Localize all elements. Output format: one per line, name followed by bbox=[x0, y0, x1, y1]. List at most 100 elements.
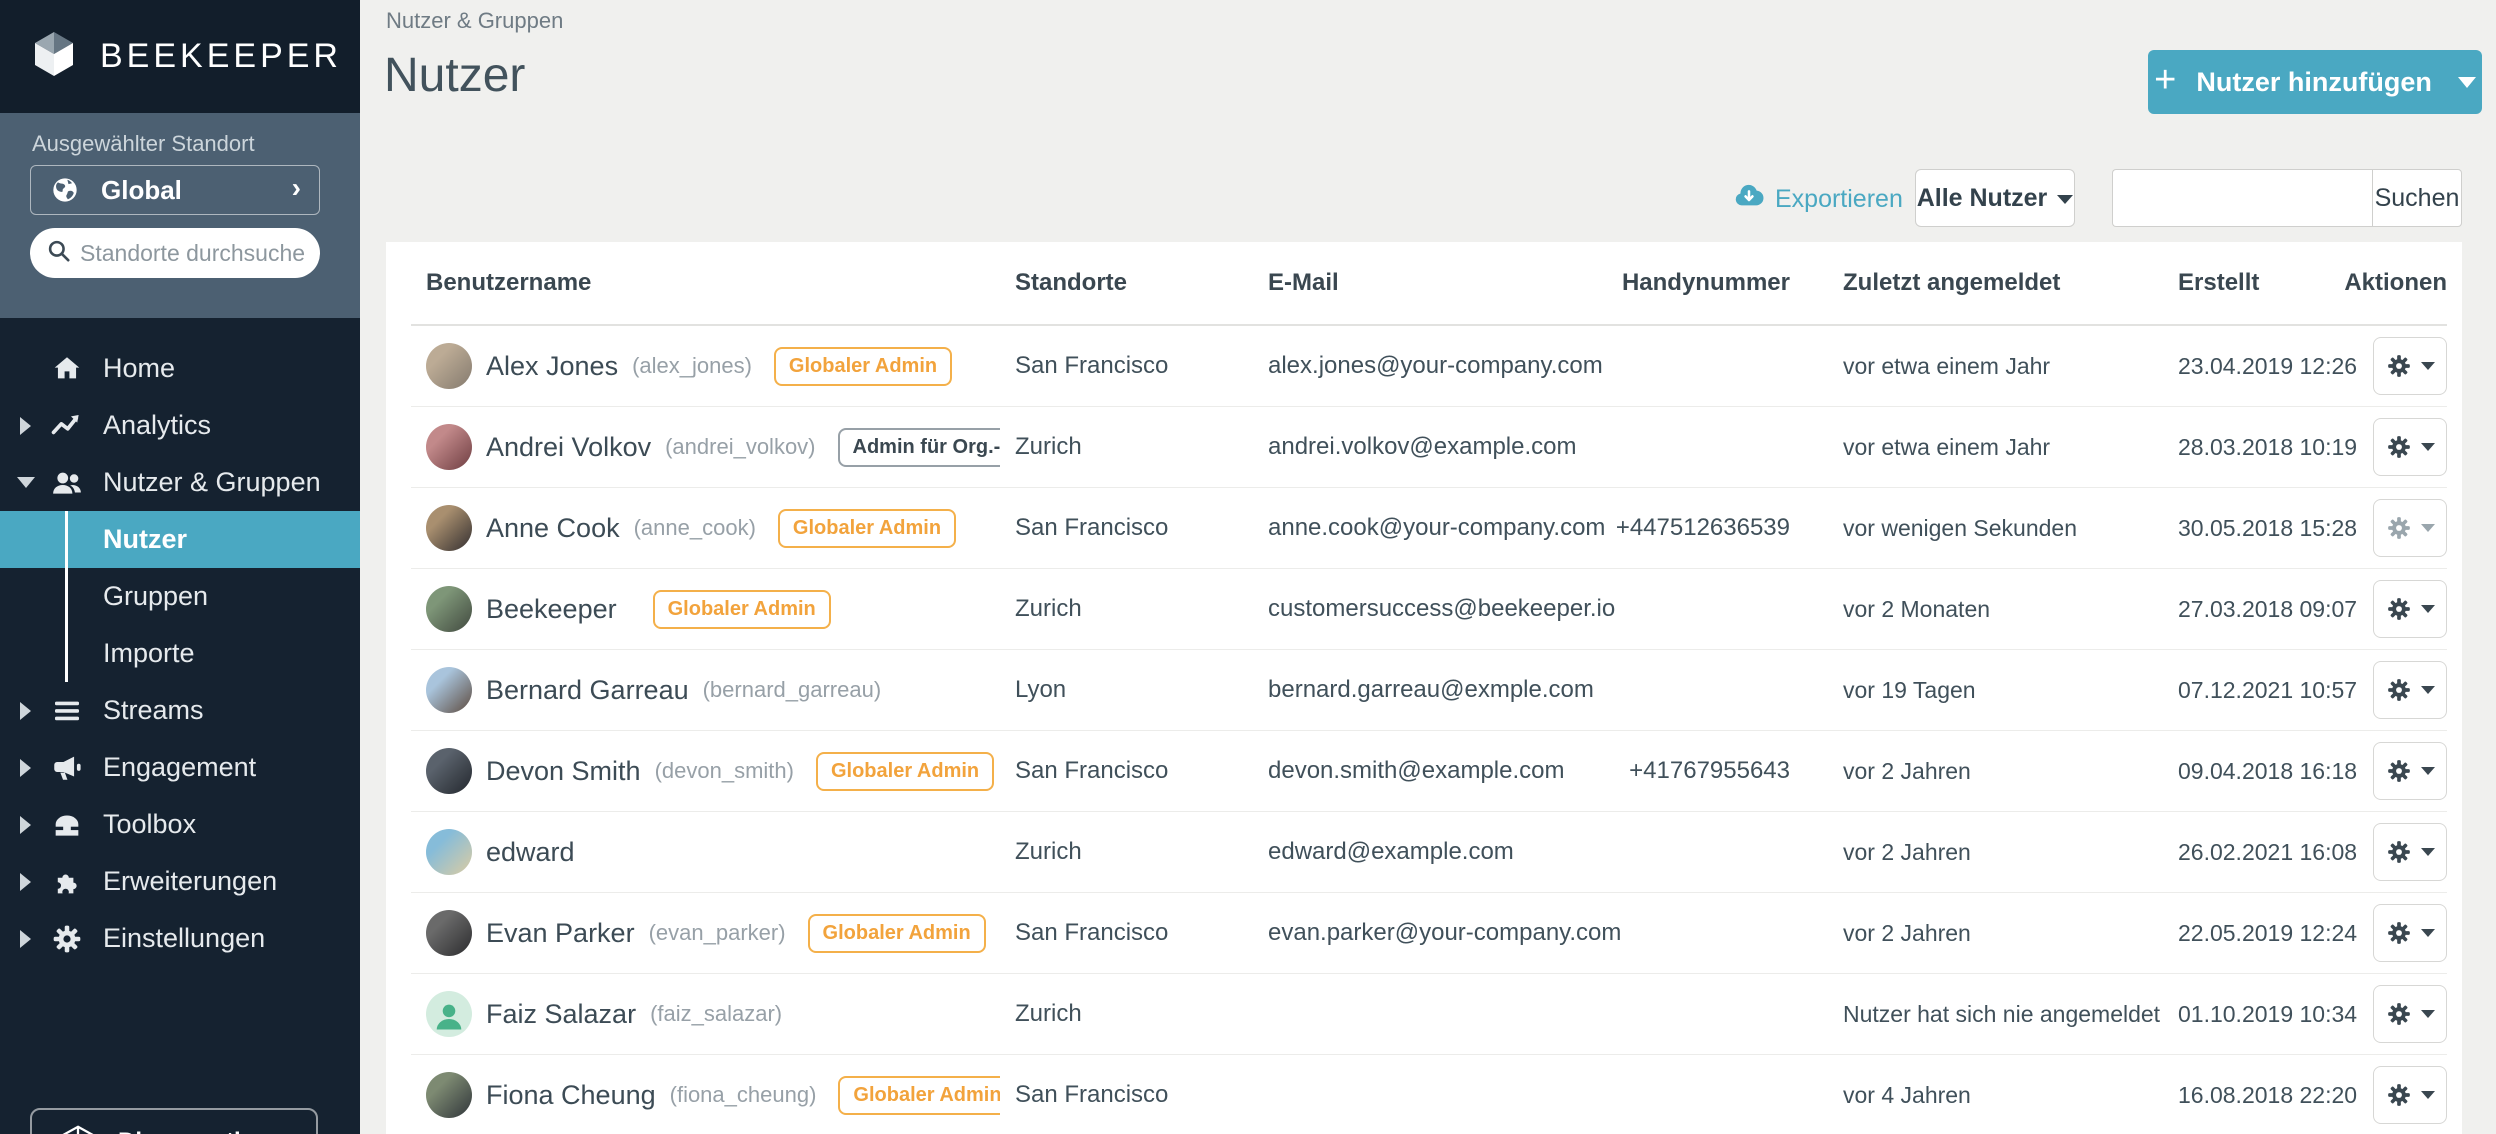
gear-icon bbox=[2387, 598, 2410, 620]
user-handle: (alex_jones) bbox=[632, 353, 752, 378]
table-row[interactable]: Bernard Garreau (bernard_garreau) Lyon b… bbox=[411, 650, 2447, 731]
admin-badge: Globaler Admin bbox=[652, 589, 831, 629]
export-label: Exportieren bbox=[1775, 185, 1903, 213]
user-name: Andrei Volkov bbox=[486, 431, 652, 462]
user-name: Alex Jones bbox=[486, 350, 619, 381]
user-name: Beekeeper bbox=[486, 593, 617, 624]
table-row[interactable]: Fiona Cheung (fiona_cheung) Globaler Adm… bbox=[411, 1055, 2447, 1134]
user-email: customersuccess@beekeeper.io bbox=[1268, 595, 1616, 622]
avatar bbox=[426, 424, 472, 470]
user-standorte: Zurich bbox=[1015, 1000, 1082, 1027]
row-actions-button[interactable] bbox=[2373, 823, 2447, 881]
table-row[interactable]: Evan Parker (evan_parker) Globaler Admin… bbox=[411, 893, 2447, 974]
user-standorte: Lyon bbox=[1015, 676, 1067, 703]
row-actions-button[interactable] bbox=[2373, 1066, 2447, 1124]
row-actions-button[interactable] bbox=[2373, 580, 2447, 638]
users-icon bbox=[50, 466, 84, 500]
row-actions-button[interactable] bbox=[2373, 742, 2447, 800]
row-actions-button[interactable] bbox=[2373, 499, 2447, 557]
gear-icon bbox=[2387, 679, 2410, 701]
chevron-down-icon bbox=[2457, 76, 2476, 88]
gear-icon bbox=[50, 923, 84, 955]
row-actions-button[interactable] bbox=[2373, 985, 2447, 1043]
sidebar: BEEKEEPER Ausgewählter Standort Global › bbox=[0, 0, 360, 1134]
table-row[interactable]: edward Zurich edward@example.com vor 2 J… bbox=[411, 812, 2447, 893]
hexagon-outline-icon bbox=[56, 1124, 100, 1134]
user-created: 01.10.2019 10:34 bbox=[2178, 1000, 2358, 1027]
user-standorte: San Francisco bbox=[1015, 1081, 1169, 1108]
sidebar-item-nutzer-gruppen[interactable]: Nutzer & Gruppen bbox=[0, 454, 360, 511]
user-last-login: Nutzer hat sich nie angemeldet bbox=[1843, 1000, 2161, 1027]
site-search-input[interactable] bbox=[80, 239, 305, 267]
sidebar-item-erweiterungen[interactable]: Erweiterungen bbox=[0, 853, 360, 910]
row-actions-button[interactable] bbox=[2373, 337, 2447, 395]
sidebar-item-home[interactable]: Home bbox=[0, 340, 360, 397]
user-name: Evan Parker bbox=[486, 917, 635, 948]
user-last-login: vor 2 Jahren bbox=[1843, 838, 1971, 865]
admin-badge: Globaler Admin bbox=[807, 913, 986, 953]
chevron-down-icon bbox=[2057, 195, 2074, 204]
site-selector-button[interactable]: Global › bbox=[30, 165, 320, 215]
user-standorte: San Francisco bbox=[1015, 757, 1169, 784]
table-row[interactable]: Andrei Volkov (andrei_volkov) Admin für … bbox=[411, 407, 2447, 488]
chevron-down-icon bbox=[2420, 686, 2435, 694]
sidebar-item-streams[interactable]: Streams bbox=[0, 682, 360, 739]
user-last-login: vor etwa einem Jahr bbox=[1843, 352, 2051, 379]
selected-site-value: Global bbox=[101, 174, 182, 205]
gear-icon bbox=[2387, 1003, 2410, 1025]
user-email: devon.smith@example.com bbox=[1268, 757, 1565, 784]
row-actions-button[interactable] bbox=[2373, 661, 2447, 719]
table-row[interactable]: Anne Cook (anne_cook) Globaler Admin San… bbox=[411, 488, 2447, 569]
add-user-label: Nutzer hinzufügen bbox=[2196, 66, 2432, 97]
user-filter-dropdown[interactable]: Alle Nutzer bbox=[1915, 169, 2075, 227]
chevron-down-icon bbox=[2420, 605, 2435, 613]
brand-logo[interactable]: BEEKEEPER bbox=[0, 0, 360, 113]
chevron-down-icon bbox=[2420, 1091, 2435, 1099]
col-benutzername: Benutzername bbox=[426, 269, 592, 296]
sidebar-item-einstellungen[interactable]: Einstellungen bbox=[0, 910, 360, 967]
sidebar-item-gruppen[interactable]: Gruppen bbox=[103, 581, 209, 611]
user-last-login: vor 2 Jahren bbox=[1843, 919, 1971, 946]
export-link[interactable]: Exportieren bbox=[1733, 180, 1903, 219]
avatar bbox=[426, 586, 472, 632]
chevron-down-icon bbox=[2420, 767, 2435, 775]
user-last-login: vor wenigen Sekunden bbox=[1843, 514, 2077, 541]
search-button[interactable]: Suchen bbox=[2372, 169, 2462, 227]
beekeeper-hexagon-icon bbox=[30, 30, 78, 83]
globe-icon bbox=[51, 176, 79, 204]
user-search-input[interactable] bbox=[2112, 169, 2372, 227]
row-actions-button[interactable] bbox=[2373, 904, 2447, 962]
site-panel: Ausgewählter Standort Global › bbox=[0, 113, 360, 318]
user-email: evan.parker@your-company.com bbox=[1268, 919, 1622, 946]
caret-down-icon bbox=[17, 477, 35, 488]
admin-badge: Globaler Admin bbox=[777, 508, 957, 548]
avatar bbox=[426, 343, 472, 389]
add-user-button[interactable]: + Nutzer hinzufügen bbox=[2148, 50, 2482, 114]
user-created: 28.03.2018 10:19 bbox=[2178, 433, 2358, 460]
table-row[interactable]: Alex Jones (alex_jones) Globaler Admin S… bbox=[411, 326, 2447, 407]
sidebar-item-engagement[interactable]: Engagement bbox=[0, 739, 360, 796]
sidebar-item-analytics[interactable]: Analytics bbox=[0, 397, 360, 454]
sidebar-item-nutzer[interactable]: Nutzer bbox=[0, 511, 360, 568]
user-last-login: vor 2 Jahren bbox=[1843, 757, 1971, 784]
avatar bbox=[426, 829, 472, 875]
breadcrumb: Nutzer & Gruppen bbox=[386, 8, 564, 33]
user-created: 07.12.2021 10:57 bbox=[2178, 676, 2358, 703]
user-handle: (evan_parker) bbox=[648, 920, 786, 945]
row-actions-button[interactable] bbox=[2373, 418, 2447, 476]
user-search: Suchen bbox=[2112, 169, 2462, 227]
table-row[interactable]: Faiz Salazar (faiz_salazar) Zurich Nutze… bbox=[411, 974, 2447, 1055]
table-row[interactable]: Devon Smith (devon_smith) Globaler Admin… bbox=[411, 731, 2447, 812]
caret-right-icon bbox=[20, 872, 31, 891]
table-row[interactable]: Beekeeper Globaler Admin Zurich customer… bbox=[411, 569, 2447, 650]
avatar bbox=[426, 667, 472, 713]
discover-banner[interactable]: Discover the bbox=[30, 1108, 318, 1134]
col-email: E-Mail bbox=[1268, 269, 1339, 296]
caret-right-icon bbox=[20, 929, 31, 948]
sidebar-item-toolbox[interactable]: Toolbox bbox=[0, 796, 360, 853]
chevron-right-icon: › bbox=[291, 172, 301, 203]
megaphone-icon bbox=[50, 751, 84, 785]
sidebar-item-importe[interactable]: Importe bbox=[103, 638, 195, 668]
user-name: Bernard Garreau bbox=[486, 674, 689, 705]
gear-icon bbox=[2387, 1084, 2410, 1106]
